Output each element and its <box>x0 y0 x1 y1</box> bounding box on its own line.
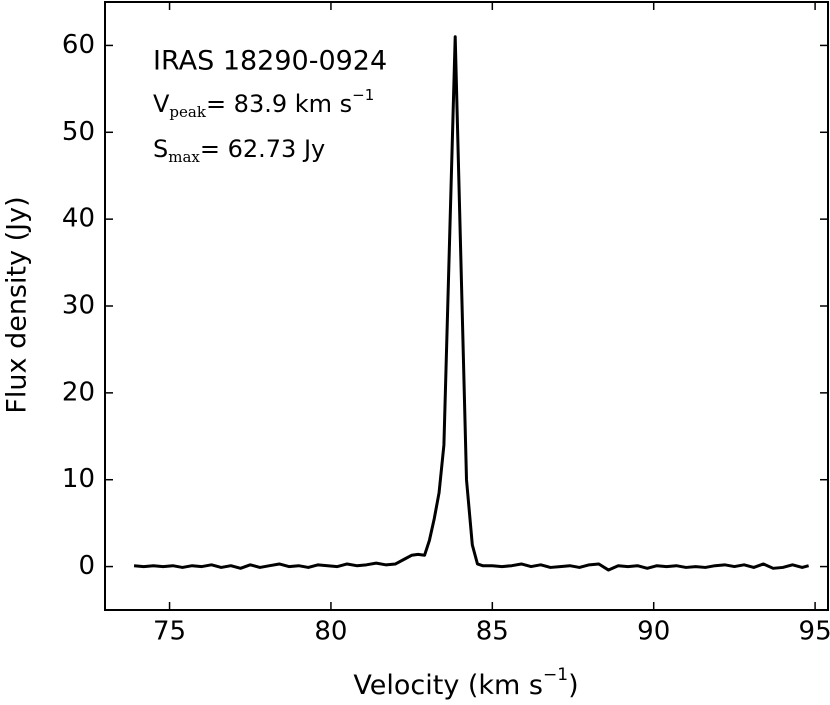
x-tick-label: 75 <box>153 617 186 647</box>
source-label: IRAS 18290-0924 <box>153 46 387 77</box>
y-tick-label: 30 <box>62 291 95 321</box>
y-tick-label: 0 <box>78 551 95 581</box>
superscript: −1 <box>543 665 568 685</box>
x-axis-label: Velocity (km s−1) <box>353 665 578 701</box>
x-tick-label: 80 <box>314 617 347 647</box>
text: Velocity (km s <box>353 670 543 701</box>
x-tick-label: 95 <box>799 617 830 647</box>
text-end: ) <box>568 670 579 701</box>
y-tick-label: 60 <box>62 30 95 60</box>
text: = 62.73 Jy <box>200 135 325 163</box>
text: = 83.9 km s <box>206 90 352 118</box>
subscript: peak <box>169 103 206 121</box>
x-tick-label: 85 <box>476 617 509 647</box>
y-axis-label: Flux density (Jy) <box>2 196 33 413</box>
subscript: max <box>168 148 200 166</box>
spectrum-line <box>133 35 810 572</box>
vpeak-label: Vpeak= 83.9 km s−1 <box>153 86 374 122</box>
x-tick-label: 90 <box>637 617 670 647</box>
smax-label: Smax= 62.73 Jy <box>153 135 325 166</box>
y-tick-label: 20 <box>62 377 95 407</box>
y-tick-label: 50 <box>62 117 95 147</box>
superscript: −1 <box>352 86 374 104</box>
symbol: V <box>153 90 170 118</box>
y-tick-label: 40 <box>62 204 95 234</box>
symbol: S <box>153 135 168 163</box>
y-tick-label: 10 <box>62 464 95 494</box>
